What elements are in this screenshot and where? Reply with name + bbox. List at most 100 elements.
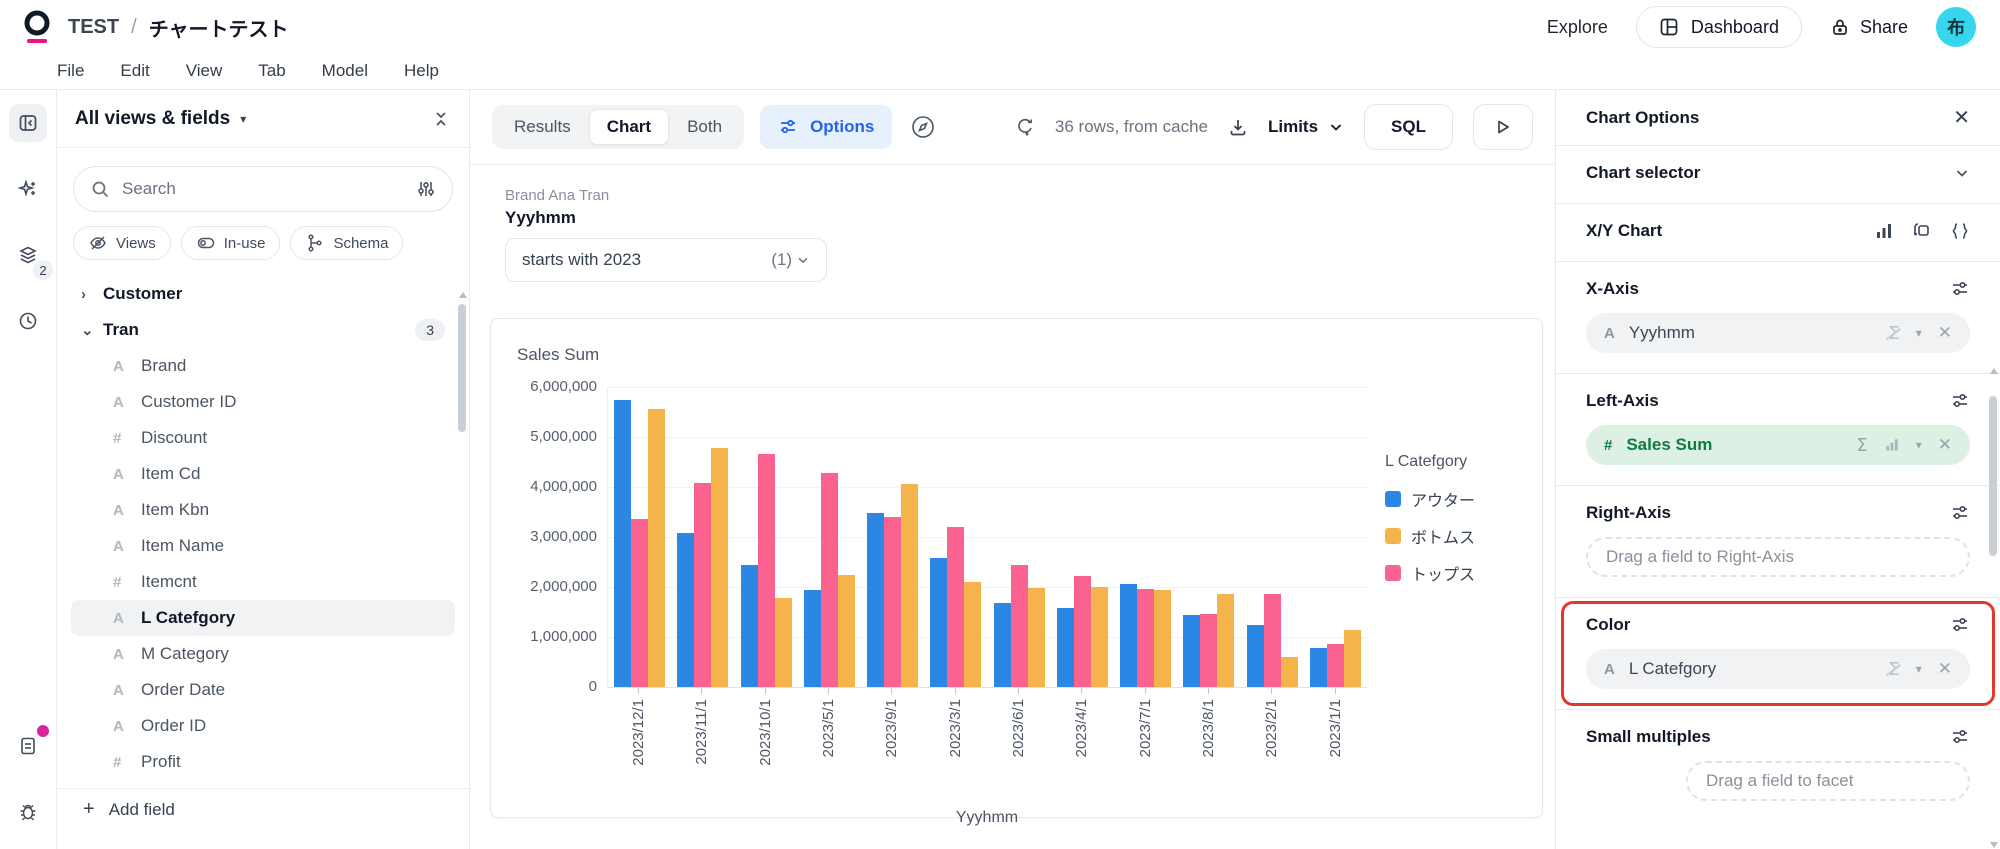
field-discount[interactable]: # Discount (113, 428, 208, 447)
sidebar-scroll-thumb[interactable] (458, 304, 466, 432)
bar-series-1-2023-12-1[interactable] (631, 518, 649, 687)
aggregate-icon[interactable]: Σ (1856, 434, 1868, 456)
bar-series-1-2023-11-1[interactable] (694, 483, 712, 687)
field-caret-icon[interactable]: ▾ (1915, 662, 1922, 676)
field-order-date[interactable]: A Order Date (113, 680, 226, 699)
close-panel-button[interactable]: ✕ (1953, 107, 1970, 129)
add-field-button[interactable]: + Add field (57, 788, 469, 830)
menu-item-model[interactable]: Model (321, 61, 368, 80)
share-button[interactable]: Share (1830, 17, 1908, 38)
bar-series-1-2023-1-1[interactable] (1326, 644, 1344, 687)
remove-field-icon[interactable]: ✕ (1937, 659, 1952, 678)
options-scrollbar[interactable] (1989, 368, 1998, 848)
explore-compass-button[interactable] (910, 114, 936, 140)
omni-logo-icon[interactable] (20, 8, 54, 46)
menu-item-tab[interactable]: Tab (258, 61, 286, 80)
left-axis-field-pill[interactable]: # Sales Sum Σ ▾ ✕ (1586, 425, 1970, 465)
avatar[interactable]: 布 (1936, 7, 1976, 47)
docs-button[interactable] (9, 725, 49, 765)
facet-drop-zone[interactable]: Drag a field to facet (1686, 761, 1970, 801)
options-scroll-thumb[interactable] (1989, 396, 1997, 556)
tab-both[interactable]: Both (687, 117, 723, 136)
menu-item-file[interactable]: File (57, 61, 85, 80)
history-button[interactable] (9, 302, 47, 340)
bar-series-2-2023-5-1[interactable] (837, 574, 855, 687)
limits-dropdown[interactable]: Limits (1268, 117, 1344, 137)
breadcrumb-workspace[interactable]: TEST (68, 15, 120, 38)
chip-in-use[interactable]: In-use (180, 226, 281, 260)
search-filter-icon[interactable] (416, 179, 436, 199)
bar-series-2-2023-12-1[interactable] (648, 409, 666, 687)
bar-series-1-2023-9-1[interactable] (884, 517, 902, 687)
bar-series-0-2023-6-1[interactable] (993, 602, 1011, 687)
dashboard-button[interactable]: Dashboard (1635, 6, 1802, 48)
axis-settings-icon[interactable] (1950, 615, 1970, 635)
bar-series-1-2023-10-1[interactable] (757, 453, 775, 687)
chip-schema[interactable]: Schema (290, 226, 404, 260)
bar-series-0-2023-5-1[interactable] (803, 589, 821, 687)
axis-settings-icon[interactable] (1950, 503, 1970, 523)
collapse-all-button[interactable] (431, 109, 451, 129)
axis-settings-icon[interactable] (1950, 727, 1970, 747)
ai-assistant-button[interactable] (9, 170, 47, 208)
bar-series-2-2023-3-1[interactable] (964, 581, 982, 687)
field-caret-icon[interactable]: ▾ (1915, 326, 1922, 340)
remove-field-icon[interactable]: ✕ (1937, 323, 1952, 342)
search-input[interactable] (122, 179, 404, 199)
color-field-pill[interactable]: A L Catefgory Σ ▾ ✕ (1586, 649, 1970, 689)
braces-icon[interactable] (1950, 221, 1970, 241)
chevron-down-icon[interactable] (1954, 165, 1970, 181)
duplicate-icon[interactable] (1912, 221, 1932, 241)
field-item-kbn[interactable]: A Item Kbn (113, 500, 210, 519)
bar-series-1-2023-3-1[interactable] (947, 526, 965, 687)
menu-item-edit[interactable]: Edit (120, 61, 150, 80)
bar-series-2-2023-9-1[interactable] (901, 484, 919, 687)
axis-settings-icon[interactable] (1950, 391, 1970, 411)
bar-series-0-2023-2-1[interactable] (1246, 624, 1264, 687)
explore-link[interactable]: Explore (1546, 16, 1608, 37)
bar-series-2-2023-1-1[interactable] (1343, 629, 1361, 687)
bar-series-0-2023-9-1[interactable] (867, 513, 885, 687)
bar-series-0-2023-4-1[interactable] (1056, 607, 1074, 687)
right-axis-drop-zone[interactable]: Drag a field to Right-Axis (1586, 537, 1970, 577)
bar-series-1-2023-2-1[interactable] (1263, 594, 1281, 687)
bar-series-2-2023-7-1[interactable] (1154, 589, 1172, 687)
bar-series-0-2023-8-1[interactable] (1183, 615, 1201, 687)
debug-button[interactable] (9, 793, 47, 831)
bar-series-1-2023-6-1[interactable] (1010, 565, 1028, 687)
bar-series-2-2023-8-1[interactable] (1217, 593, 1235, 687)
bar-chart-icon[interactable] (1874, 221, 1894, 241)
bar-series-0-2023-12-1[interactable] (614, 399, 632, 687)
bar-series-2-2023-2-1[interactable] (1280, 657, 1298, 687)
options-button[interactable]: Options (760, 105, 893, 149)
chip-views[interactable]: Views (73, 226, 171, 260)
tab-results[interactable]: Results (514, 117, 571, 136)
bar-series-2-2023-4-1[interactable] (1090, 587, 1108, 687)
tab-chart[interactable]: Chart (588, 109, 670, 145)
field-item-cd[interactable]: A Item Cd (113, 464, 201, 483)
search-box[interactable] (73, 166, 453, 212)
field-brand[interactable]: A Brand (113, 356, 187, 375)
bar-series-0-2023-1-1[interactable] (1309, 648, 1327, 687)
legend-item-2[interactable]: トップス (1385, 561, 1525, 585)
legend-item-1[interactable]: ボトムス (1385, 524, 1525, 548)
bar-series-2-2023-10-1[interactable] (774, 597, 792, 687)
axis-settings-icon[interactable] (1950, 279, 1970, 299)
bar-series-2-2023-6-1[interactable] (1027, 587, 1045, 687)
bar-series-1-2023-4-1[interactable] (1073, 576, 1091, 687)
collapse-sidebar-button[interactable] (9, 104, 47, 142)
field-item-name[interactable]: A Item Name (113, 536, 225, 555)
layers-button[interactable]: 2 (9, 236, 53, 280)
sidebar-title-caret-icon[interactable]: ▾ (240, 111, 247, 126)
bar-series-1-2023-7-1[interactable] (1137, 588, 1155, 687)
field-customer-id[interactable]: A Customer ID (113, 392, 237, 411)
download-icon[interactable] (1228, 117, 1248, 137)
bar-series-1-2023-8-1[interactable] (1200, 613, 1218, 687)
chevron-down-icon[interactable] (796, 253, 810, 267)
sql-button[interactable]: SQL (1364, 104, 1453, 150)
field-profit[interactable]: # Profit (113, 752, 181, 771)
scroll-up-icon[interactable] (459, 292, 467, 298)
filter-pill[interactable]: starts with 2023 (1) (505, 238, 827, 282)
